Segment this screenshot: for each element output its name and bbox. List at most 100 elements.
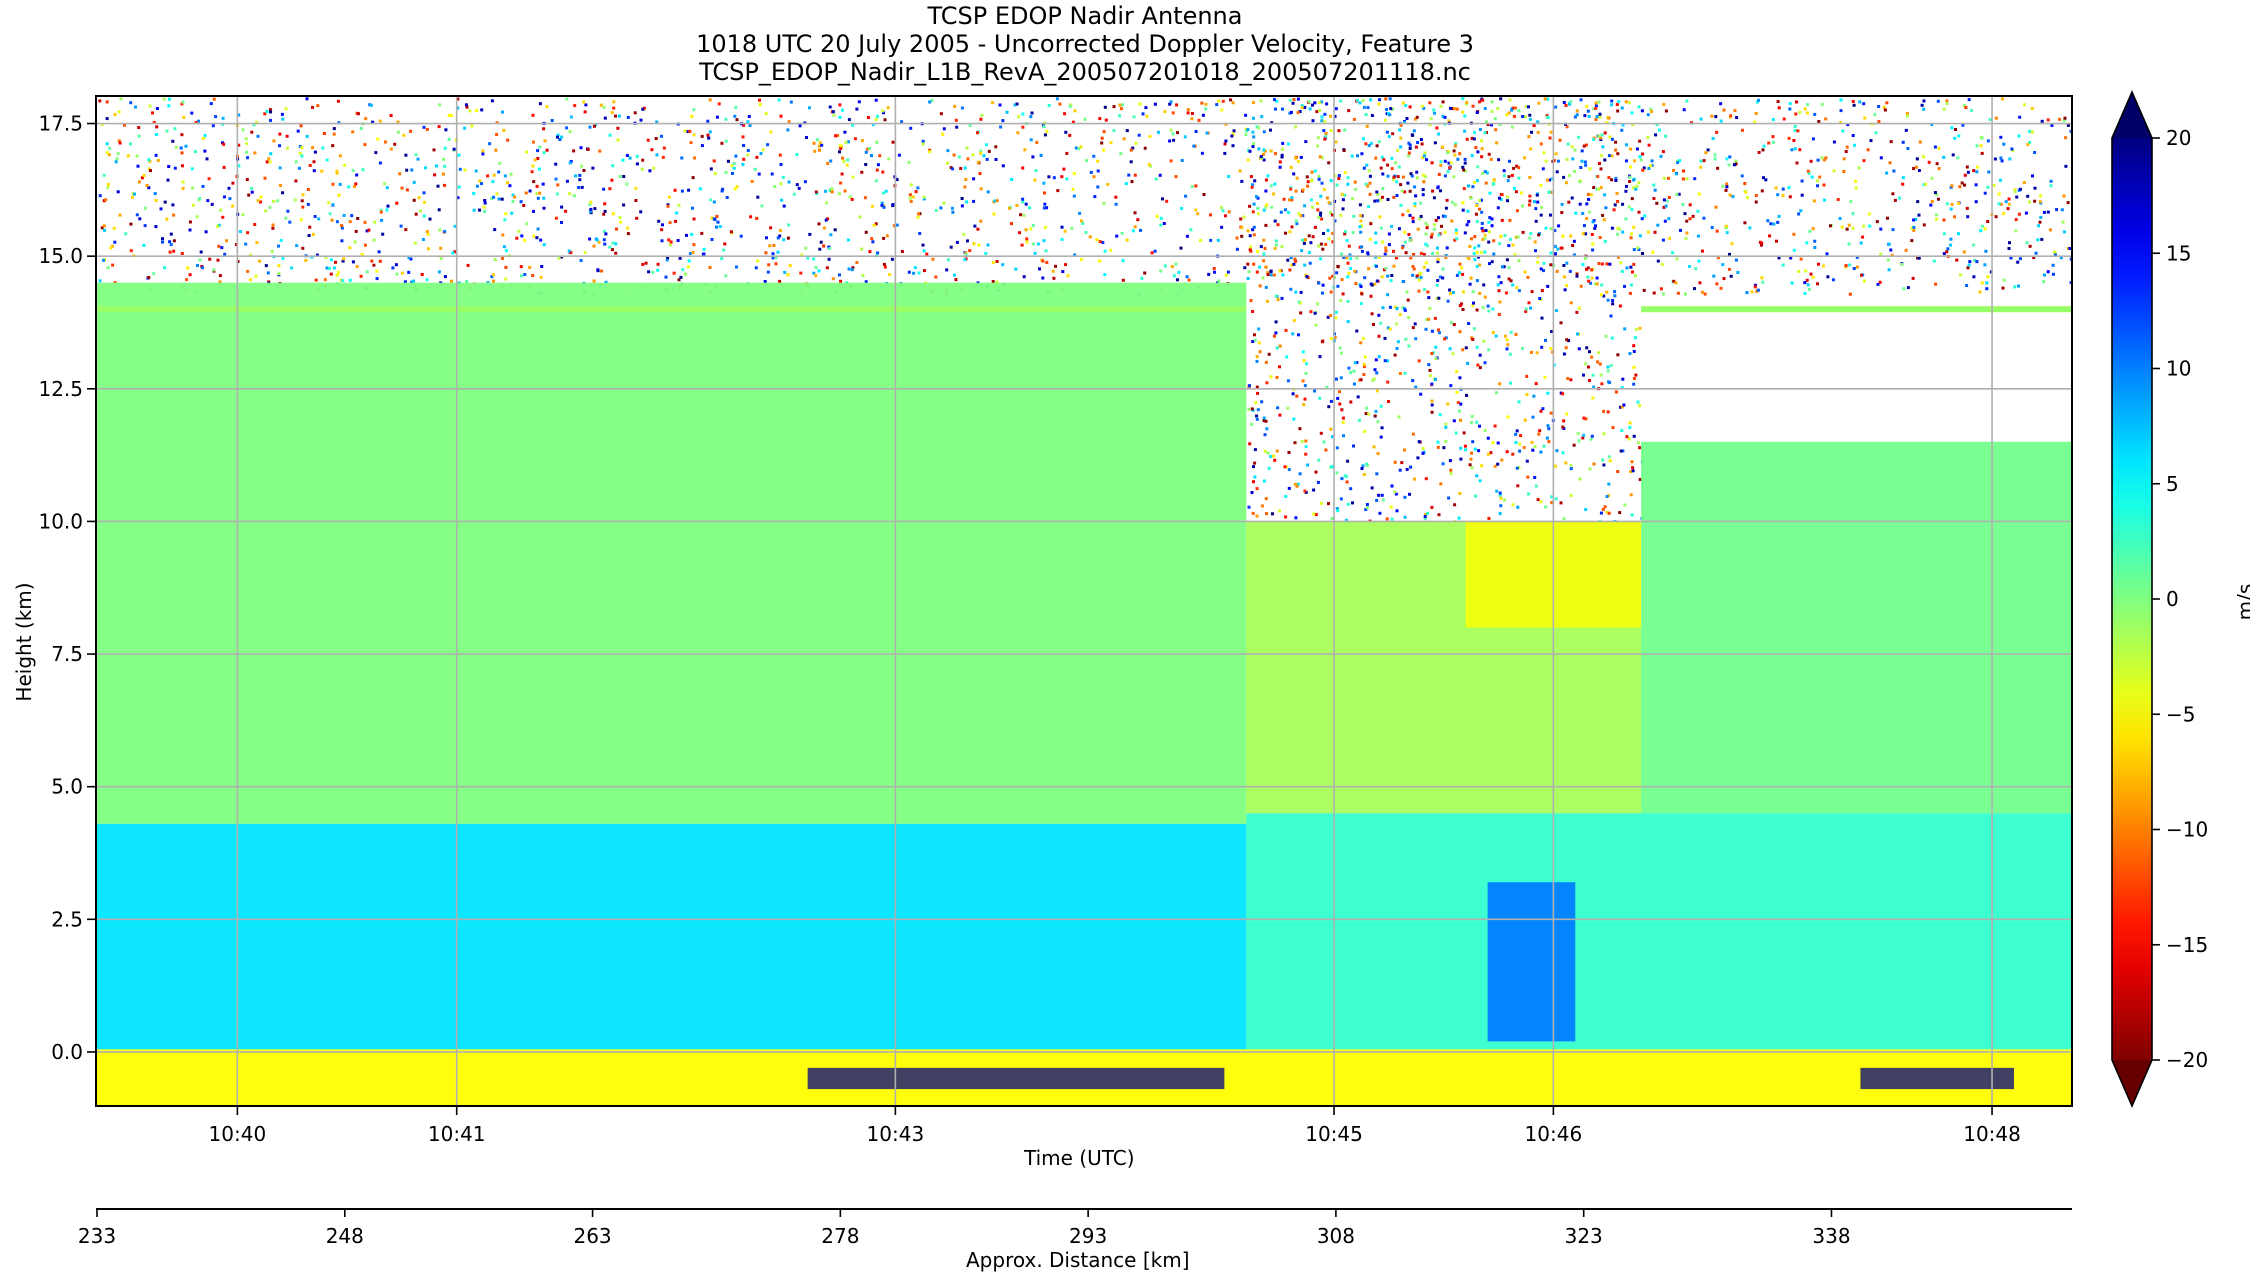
noise-dot (180, 133, 184, 137)
noise-dot (1354, 187, 1358, 191)
noise-dot (102, 173, 106, 177)
noise-dot (1455, 231, 1459, 235)
noise-dot (348, 278, 352, 282)
noise-dot (1292, 417, 1296, 421)
noise-dot (871, 123, 875, 127)
noise-dot (1148, 135, 1152, 138)
noise-dot (1937, 146, 1941, 150)
noise-dot (1616, 200, 1620, 203)
noise-dot (984, 143, 988, 147)
noise-dot (1349, 371, 1353, 374)
noise-dot (1608, 135, 1612, 139)
noise-dot (238, 230, 242, 233)
noise-dot (311, 105, 314, 109)
noise-dot (1405, 117, 1409, 120)
noise-dot (1316, 208, 1320, 212)
noise-dot (979, 151, 983, 155)
noise-dot (2034, 251, 2038, 255)
noise-dot (1303, 204, 1307, 208)
noise-dot (1499, 496, 1503, 500)
noise-dot (1001, 263, 1005, 267)
noise-dot (1577, 439, 1581, 443)
noise-dot (1914, 165, 1918, 169)
noise-dot (1304, 445, 1308, 449)
noise-dot (818, 247, 822, 251)
noise-dot (129, 222, 133, 226)
noise-dot (1353, 269, 1357, 273)
distance-tick-label: 308 (1317, 1224, 1355, 1248)
noise-dot (1022, 213, 1026, 217)
noise-dot (245, 178, 249, 181)
noise-dot (1879, 252, 1883, 256)
noise-dot (729, 230, 733, 234)
noise-dot (486, 174, 490, 178)
noise-dot (1291, 332, 1295, 336)
noise-dot (536, 227, 540, 231)
noise-dot (1413, 202, 1417, 206)
noise-dot (1508, 352, 1512, 356)
noise-dot (1878, 280, 1882, 284)
noise-dot (855, 261, 859, 264)
noise-dot (614, 242, 618, 246)
noise-dot (1287, 211, 1291, 214)
noise-dot (841, 156, 845, 160)
noise-dot (1098, 240, 1102, 244)
noise-dot (1055, 97, 1059, 101)
noise-dot (1629, 493, 1633, 497)
noise-dot (1253, 448, 1257, 452)
noise-dot (1866, 148, 1870, 152)
noise-dot (305, 134, 309, 138)
noise-dot (1133, 225, 1137, 229)
colorbar-tick-label: −10 (2166, 818, 2208, 842)
noise-dot (1262, 479, 1266, 483)
noise-dot (1127, 173, 1131, 177)
noise-dot (1460, 266, 1464, 270)
noise-dot (1256, 391, 1259, 395)
noise-dot (976, 160, 980, 164)
noise-dot (1505, 195, 1509, 199)
noise-dot (335, 171, 339, 175)
noise-dot (1523, 270, 1527, 274)
noise-dot (1453, 107, 1457, 111)
noise-dot (2033, 199, 2037, 203)
noise-dot (680, 189, 684, 193)
noise-dot (1374, 156, 1378, 160)
noise-dot (1253, 338, 1257, 342)
noise-dot (2009, 256, 2013, 260)
noise-dot (1806, 283, 1810, 287)
noise-dot (565, 97, 569, 101)
noise-dot (1329, 290, 1333, 294)
noise-dot (1529, 147, 1533, 151)
noise-dot (1109, 248, 1113, 252)
noise-dot (277, 272, 281, 276)
noise-dot (1153, 102, 1157, 106)
noise-dot (1623, 503, 1627, 507)
noise-dot (700, 144, 704, 148)
noise-dot (480, 182, 483, 186)
noise-dot (594, 237, 598, 241)
noise-dot (1287, 468, 1291, 472)
noise-dot (1702, 159, 1706, 163)
noise-dot (1597, 100, 1601, 104)
noise-dot (1852, 103, 1856, 107)
noise-dot (1366, 184, 1370, 188)
noise-dot (860, 247, 864, 251)
colorbar-extend-bottom (2112, 1060, 2152, 1106)
noise-dot (1260, 115, 1264, 119)
noise-dot (611, 212, 615, 216)
noise-dot (2023, 103, 2027, 107)
noise-dot (1480, 221, 1484, 225)
noise-dot (269, 118, 272, 122)
noise-dot (1378, 98, 1381, 102)
noise-dot (829, 233, 833, 237)
noise-dot (1934, 213, 1938, 217)
noise-dot (1533, 240, 1537, 244)
noise-dot (432, 148, 436, 152)
noise-dot (423, 200, 426, 204)
noise-dot (1546, 97, 1550, 101)
noise-dot (1284, 495, 1288, 498)
noise-dot (391, 266, 395, 270)
noise-dot (806, 256, 810, 260)
noise-dot (1351, 501, 1354, 505)
noise-dot (1454, 431, 1458, 435)
